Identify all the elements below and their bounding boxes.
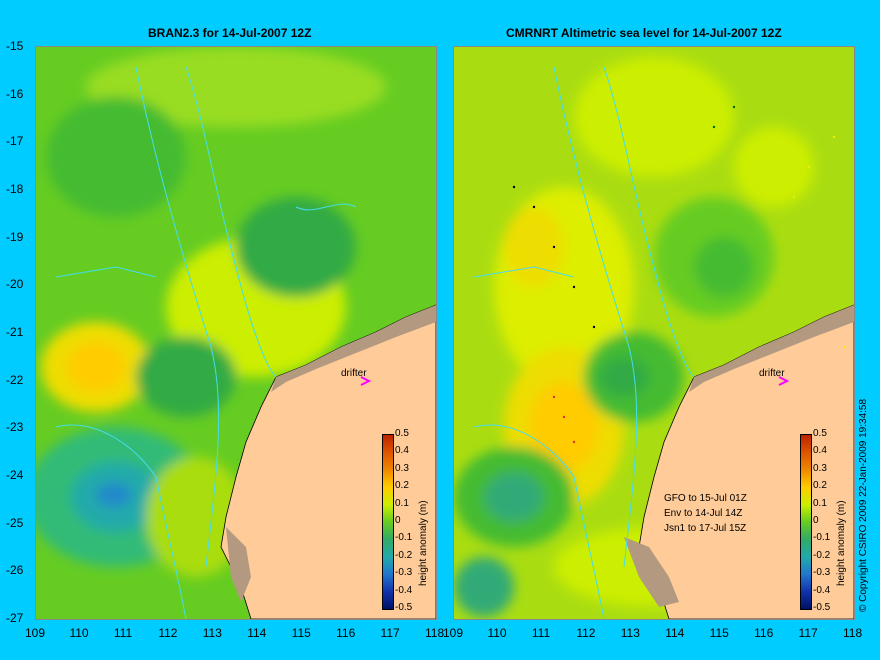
y-tick-label: -23 bbox=[6, 420, 24, 435]
x-tick-label: 115 bbox=[709, 626, 729, 640]
drifter-label: drifter bbox=[341, 368, 367, 379]
y-tick-label: -21 bbox=[6, 325, 24, 339]
y-tick-label: -25 bbox=[6, 515, 24, 530]
colorbar-tick-label: -0.4 bbox=[395, 584, 413, 596]
colorbar-tick-label: -0.2 bbox=[813, 549, 831, 561]
colorbar-tick-label: 0.5 bbox=[813, 428, 827, 439]
colorbar-tick-label: -0.5 bbox=[813, 602, 831, 613]
right-map-svg: drifter GFO to 15-Jul 01Z Env to 14-Jul … bbox=[454, 47, 854, 619]
y-tick-label: -22 bbox=[6, 372, 24, 387]
x-tick-label: 111 bbox=[113, 626, 133, 640]
colorbar-tick-label: 0.3 bbox=[813, 462, 827, 474]
x-tick-label: 111 bbox=[531, 626, 551, 640]
x-tick-label: 117 bbox=[798, 626, 818, 640]
right-map-panel: drifter GFO to 15-Jul 01Z Env to 14-Jul … bbox=[453, 46, 855, 620]
drifter-marker: drifter bbox=[759, 368, 790, 386]
x-tick-label: 112 bbox=[158, 626, 178, 640]
x-tick-label: 116 bbox=[336, 626, 356, 640]
y-tick-label: -20 bbox=[6, 277, 24, 292]
x-tick-label: 109 bbox=[443, 626, 464, 640]
y-tick-label: -17 bbox=[6, 134, 24, 149]
colorbar-tick-label: 0.2 bbox=[813, 480, 827, 492]
colorbar-tick-label: -0.4 bbox=[813, 584, 831, 596]
x-tick-label: 116 bbox=[754, 626, 774, 640]
colorbar-tick-label: -0.2 bbox=[395, 549, 413, 561]
x-tick-label: 118 bbox=[425, 626, 445, 640]
y-tick-label: -24 bbox=[6, 468, 24, 482]
drifter-marker: drifter bbox=[341, 368, 372, 386]
drifter-arrow-icon bbox=[778, 376, 790, 386]
x-tick-label: 110 bbox=[487, 626, 507, 640]
x-tick-label: 117 bbox=[380, 626, 400, 640]
note-gfo: GFO to 15-Jul 01Z bbox=[664, 493, 747, 504]
colorbar-tick-label: 0.4 bbox=[813, 445, 827, 457]
x-tick-label: 115 bbox=[291, 626, 311, 640]
x-tick-label: 112 bbox=[576, 626, 596, 640]
x-tick-label: 113 bbox=[620, 626, 640, 640]
y-tick-label: -15 bbox=[6, 39, 24, 53]
bathymetry-contours bbox=[55, 66, 357, 619]
left-map-svg: drifter bbox=[36, 47, 436, 619]
colorbar-tick-label: -0.1 bbox=[813, 532, 831, 544]
drifter-arrow-icon bbox=[360, 376, 372, 386]
right-colorbar-label: height anomaly (m) bbox=[836, 500, 847, 586]
colorbar-tick-label: -0.5 bbox=[395, 602, 413, 613]
colorbar-tick-label: 0.4 bbox=[395, 445, 409, 457]
y-tick-label: -27 bbox=[6, 611, 24, 625]
left-colorbar bbox=[382, 434, 394, 610]
note-jsn1: Jsn1 to 17-Jul 15Z bbox=[664, 523, 746, 534]
y-tick-label: -16 bbox=[6, 86, 24, 101]
x-tick-label: 113 bbox=[202, 626, 222, 640]
colorbar-tick-label: 0.1 bbox=[395, 497, 409, 509]
colorbar-tick-label: 0.2 bbox=[395, 480, 409, 492]
colorbar-tick-label: 0.5 bbox=[395, 428, 409, 439]
drifter-label: drifter bbox=[759, 368, 785, 379]
right-colorbar bbox=[800, 434, 812, 610]
colorbar-tick-label: -0.3 bbox=[813, 567, 831, 579]
data-coverage-notes: GFO to 15-Jul 01Z Env to 14-Jul 14Z Jsn1… bbox=[664, 493, 747, 534]
x-tick-label: 114 bbox=[247, 626, 267, 640]
colorbar-tick-label: -0.3 bbox=[395, 567, 413, 579]
x-tick-label: 110 bbox=[69, 626, 89, 640]
left-map-panel: drifter bbox=[35, 46, 437, 620]
colorbar-tick-label: 0 bbox=[395, 515, 401, 526]
left-panel-title: BRAN2.3 for 14-Jul-2007 12Z bbox=[148, 26, 312, 40]
x-tick-label: 114 bbox=[665, 626, 685, 640]
y-tick-label: -26 bbox=[6, 563, 24, 578]
left-colorbar-label: height anomaly (m) bbox=[418, 500, 429, 586]
x-tick-label: 118 bbox=[843, 626, 863, 640]
y-tick-label: -19 bbox=[6, 229, 24, 244]
copyright-text: © Copyright CSIRO 2009 22-Jan-2009 19:34… bbox=[858, 398, 869, 612]
colorbar-tick-label: 0 bbox=[813, 515, 819, 526]
note-env: Env to 14-Jul 14Z bbox=[664, 508, 742, 519]
right-panel-title: CMRNRT Altimetric sea level for 14-Jul-2… bbox=[506, 26, 782, 40]
colorbar-tick-label: 0.1 bbox=[813, 497, 827, 509]
x-tick-label: 109 bbox=[25, 626, 46, 640]
bathymetry-contours bbox=[473, 66, 695, 619]
colorbar-tick-label: 0.3 bbox=[395, 462, 409, 474]
colorbar-tick-label: -0.1 bbox=[395, 532, 413, 544]
satellite-track-points bbox=[512, 105, 846, 444]
y-tick-label: -18 bbox=[6, 182, 24, 196]
